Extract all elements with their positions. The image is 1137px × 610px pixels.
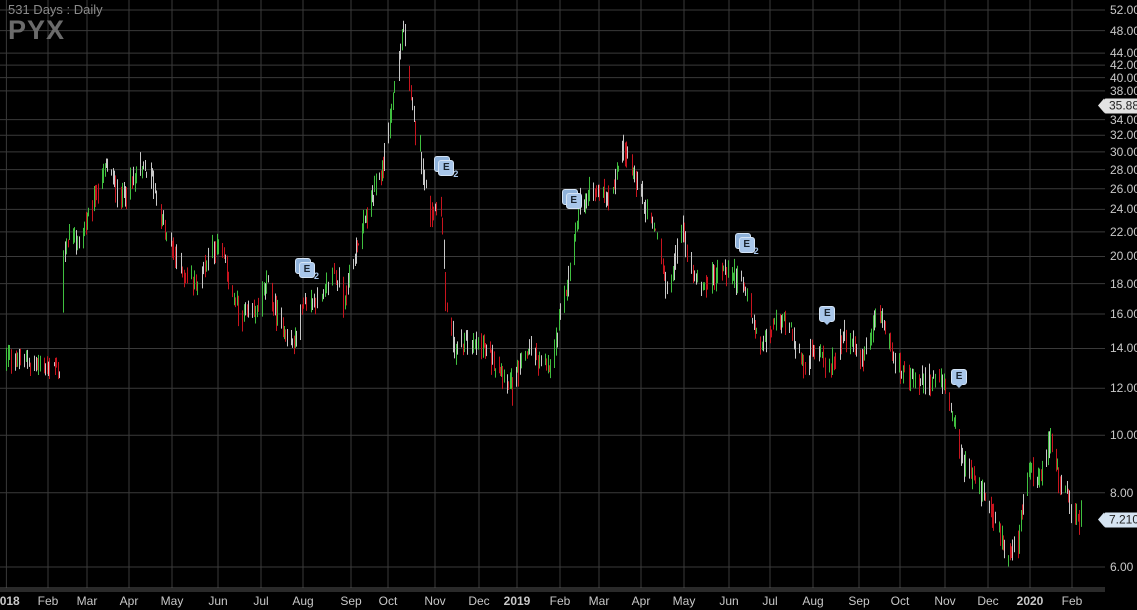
price-flag: 7.210 <box>1097 512 1137 528</box>
earnings-count: 2 <box>453 168 459 179</box>
earnings-count: 2 <box>314 271 320 282</box>
y-tick-label: 18.00 <box>1110 276 1137 291</box>
x-axis-ticks <box>0 589 1105 592</box>
earnings-icon: E <box>299 262 315 279</box>
x-tick-label: Feb <box>549 594 571 608</box>
x-tick-label: Jun <box>208 594 228 608</box>
x-tick-label: Jul <box>253 594 269 608</box>
y-tick-label: 8.00 <box>1110 485 1134 500</box>
y-tick-label: 44.00 <box>1110 46 1137 61</box>
y-tick-label: 38.00 <box>1110 83 1137 98</box>
earnings-icon: E <box>819 305 836 322</box>
marker-pointer-icon <box>954 382 965 388</box>
x-tick-label: Sep <box>848 594 870 608</box>
y-tick-label: 16.00 <box>1110 307 1137 321</box>
marker-pointer-icon <box>822 319 833 325</box>
x-tick-label: Mar <box>588 594 610 608</box>
y-tick-label: 42.00 <box>1110 58 1137 73</box>
earnings-marker[interactable]: E <box>561 188 582 209</box>
x-tick-label: May <box>672 594 696 608</box>
y-tick-label: 14.00 <box>1110 341 1137 356</box>
x-tick-label: Oct <box>890 594 910 608</box>
y-tick-label: 32.00 <box>1110 128 1137 143</box>
chart-range-label: 531 Days : Daily <box>8 2 103 17</box>
y-tick-label: 6.00 <box>1110 560 1134 574</box>
x-tick-label: 2019 <box>503 594 531 608</box>
x-tick-label: Jul <box>762 594 778 608</box>
x-tick-label: Nov <box>424 594 446 608</box>
earnings-icon: E <box>951 368 968 385</box>
x-tick-label: Dec <box>468 594 490 608</box>
y-tick-label: 12.00 <box>1110 381 1137 396</box>
earnings-icon: E <box>738 237 755 254</box>
x-tick-label: Feb <box>1061 594 1083 608</box>
earnings-icon: E <box>565 192 582 209</box>
x-tick-label: May <box>160 594 184 608</box>
y-tick-label: 48.00 <box>1110 23 1137 38</box>
y-tick-label: 24.00 <box>1110 202 1137 217</box>
y-tick-label: 52.00 <box>1110 3 1137 17</box>
x-tick-label: Feb <box>37 594 59 608</box>
y-tick-label: 20.00 <box>1110 249 1137 264</box>
y-tick-label: 22.00 <box>1110 224 1137 239</box>
earnings-marker[interactable]: E <box>819 305 836 325</box>
earnings-marker[interactable]: E <box>951 368 968 388</box>
x-tick-label: 2020 <box>1016 594 1044 608</box>
x-tick-label: Apr <box>631 594 651 608</box>
y-tick-label: 30.00 <box>1110 144 1137 159</box>
earnings-icon: E <box>438 159 455 176</box>
x-tick-label: 2018 <box>0 594 20 608</box>
earnings-count: 2 <box>753 246 759 257</box>
x-tick-label: Jun <box>719 594 739 608</box>
x-tick-label: Apr <box>119 594 139 608</box>
x-tick-label: Mar <box>76 594 98 608</box>
price-flag: 35.88 <box>1097 98 1137 114</box>
x-tick-label: Oct <box>378 594 398 608</box>
x-tick-label: Dec <box>977 594 999 608</box>
y-tick-label: 10.00 <box>1110 428 1137 443</box>
x-tick-label: Aug <box>802 594 824 608</box>
x-tick-label: Nov <box>934 594 956 608</box>
symbol-label: PYX <box>8 15 66 45</box>
x-tick-label: Sep <box>340 594 362 608</box>
y-tick-label: 26.00 <box>1110 181 1137 196</box>
y-tick-label: 34.00 <box>1110 112 1137 127</box>
x-tick-label: Aug <box>292 594 314 608</box>
y-tick-label: 28.00 <box>1110 162 1137 177</box>
y-tick-label: 40.00 <box>1110 70 1137 85</box>
